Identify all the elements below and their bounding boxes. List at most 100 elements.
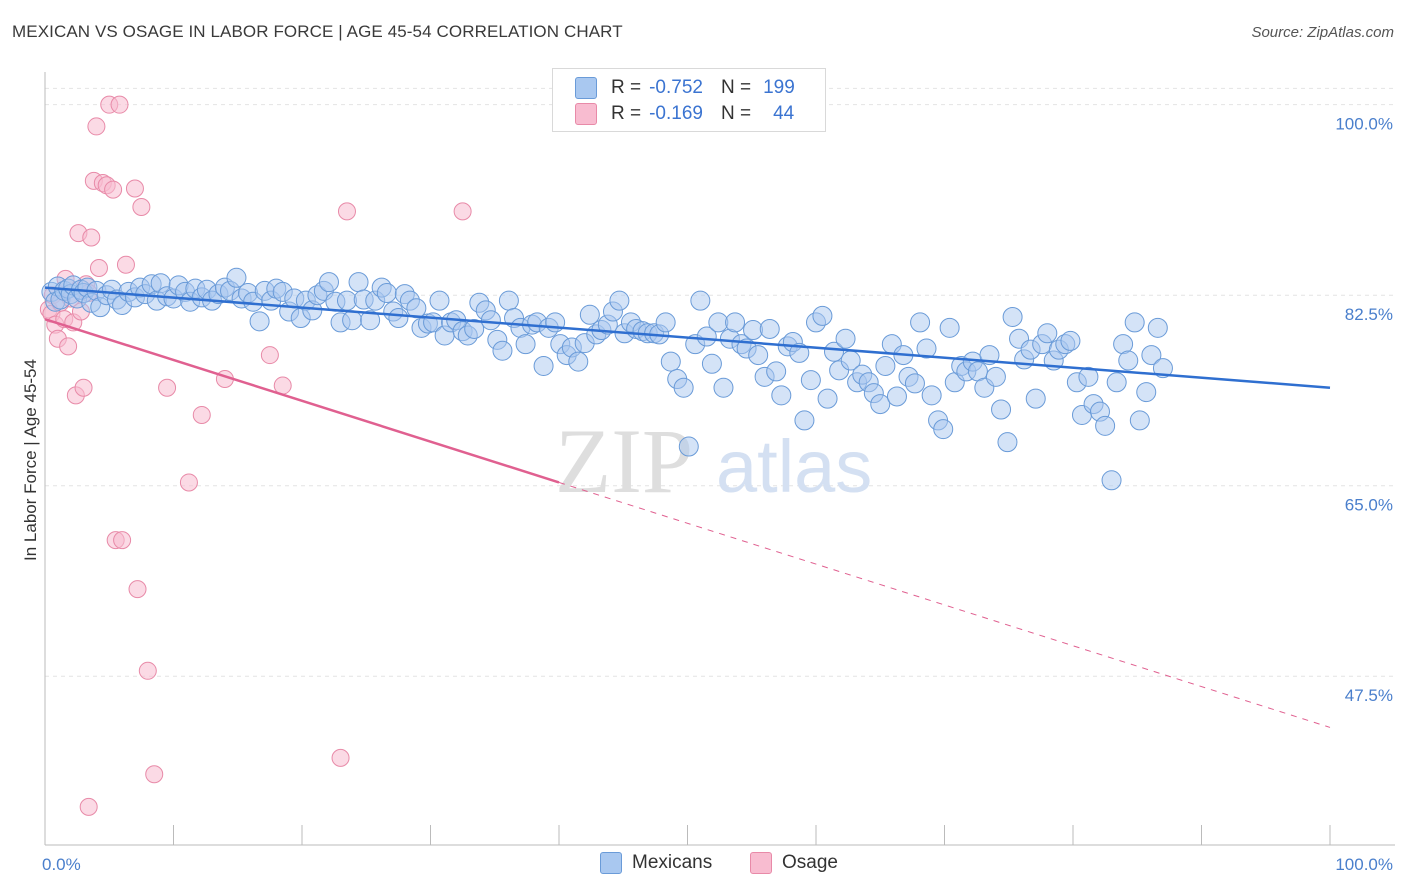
mexicans-point	[1118, 350, 1139, 371]
tick-labels: 100.0% 82.5% 65.0% 47.5% 0.0% 100.0%	[42, 115, 1393, 874]
mexicans-point	[1002, 306, 1023, 327]
osage-point	[331, 748, 350, 767]
legend-item-osage[interactable]: Osage	[750, 852, 838, 874]
mexicans-point	[376, 283, 397, 304]
mexicans-point	[655, 312, 676, 333]
mexicans-point	[875, 355, 896, 376]
mexicans-points	[41, 267, 1173, 491]
legend-row-mexicans: R = -0.752 N = 199	[575, 75, 795, 101]
mexicans-point	[759, 318, 780, 339]
mexicans-point	[1141, 345, 1162, 366]
osage-point	[179, 473, 198, 492]
mexicans-point	[336, 290, 357, 311]
chart-title: MEXICAN VS OSAGE IN LABOR FORCE | AGE 45…	[12, 22, 623, 41]
mexicans-point	[933, 419, 954, 440]
osage-point	[89, 258, 108, 277]
mexicans-point	[464, 318, 485, 339]
legend-row-osage: R = -0.169 N = 44	[575, 101, 794, 127]
watermark-atlas: atlas	[716, 425, 872, 508]
osage-point	[138, 661, 157, 680]
osage-point	[74, 378, 93, 397]
mexicans-point	[1136, 382, 1157, 403]
mexicans-point	[673, 377, 694, 398]
trend-lines	[44, 286, 1331, 728]
osage-point	[110, 95, 129, 114]
legend-label-mexicans: Mexicans	[632, 852, 713, 873]
mexicans-point	[870, 394, 891, 415]
axes	[44, 72, 1395, 846]
mexicans-point	[360, 310, 381, 331]
y-tick-label: 100.0%	[1335, 115, 1393, 134]
osage-point	[59, 337, 78, 356]
n-label: N =	[720, 103, 752, 124]
r-label: R =	[611, 103, 642, 124]
mexicans-point	[515, 334, 536, 355]
mexicans-point	[1147, 317, 1168, 338]
osage-point	[116, 255, 135, 274]
mexicans-point	[696, 326, 717, 347]
mexicans-point	[921, 385, 942, 406]
osage-point	[87, 117, 106, 136]
mexicans-point	[226, 267, 247, 288]
source-label: Source: ZipAtlas.com	[1251, 24, 1394, 41]
mexicans-swatch	[575, 77, 597, 99]
mexicans-point	[1060, 330, 1081, 351]
mexicans-point	[713, 377, 734, 398]
mexicans-point	[800, 370, 821, 391]
y-axis-label: In Labor Force | Age 45-54	[21, 359, 40, 561]
mexicans-point	[568, 351, 589, 372]
mexicans-point	[609, 290, 630, 311]
n-label: N =	[720, 77, 752, 98]
mexicans-point	[1095, 415, 1116, 436]
mexicans-point	[429, 290, 450, 311]
osage-point	[158, 378, 177, 397]
mexicans-point	[748, 345, 769, 366]
mexicans-point	[579, 304, 600, 325]
r-value: -0.169	[649, 103, 703, 124]
r-label: R =	[611, 77, 642, 98]
mexicans-point	[388, 308, 409, 329]
mexicans-point	[817, 388, 838, 409]
mexicans-trend-line	[44, 286, 1331, 389]
osage-trend-extension	[558, 481, 1331, 728]
watermark-zip: ZIP	[555, 410, 693, 512]
x-tick-label-start: 0.0%	[42, 855, 81, 874]
mexicans-point	[743, 320, 764, 341]
mexicans-point	[916, 338, 937, 359]
mexicans-point	[249, 311, 270, 332]
mexicans-point	[1152, 358, 1173, 379]
osage-point	[79, 797, 98, 816]
mexicans-point	[1101, 470, 1122, 491]
mexicans-point	[660, 351, 681, 372]
osage-point	[104, 180, 123, 199]
mexicans-point	[789, 342, 810, 363]
mexicans-point	[1106, 372, 1127, 393]
mexicans-point	[766, 361, 787, 382]
mexicans-point	[708, 312, 729, 333]
mexicans-point	[318, 272, 339, 293]
mexicans-point	[533, 355, 554, 376]
osage-point	[192, 405, 211, 424]
legend-item-mexicans[interactable]: Mexicans	[600, 852, 712, 874]
osage-point	[128, 580, 147, 599]
mexicans-point	[1025, 388, 1046, 409]
n-value: 44	[773, 103, 795, 124]
mexicans-point	[725, 312, 746, 333]
osage-trend-line	[44, 317, 560, 484]
osage-point	[125, 179, 144, 198]
mexicans-point	[794, 410, 815, 431]
y-tick-label: 65.0%	[1345, 496, 1393, 515]
osage-swatch	[750, 852, 772, 874]
y-tick-label: 82.5%	[1345, 305, 1393, 324]
mexicans-point	[498, 290, 519, 311]
mexicans-point	[1078, 366, 1099, 387]
mexicans-point	[348, 272, 369, 293]
mexicans-point	[985, 366, 1006, 387]
mexicans-point	[690, 290, 711, 311]
osage-point	[260, 346, 279, 365]
n-value: 199	[763, 77, 795, 98]
mexicans-point	[812, 305, 833, 326]
mexicans-point	[823, 341, 844, 362]
mexicans-point	[771, 385, 792, 406]
